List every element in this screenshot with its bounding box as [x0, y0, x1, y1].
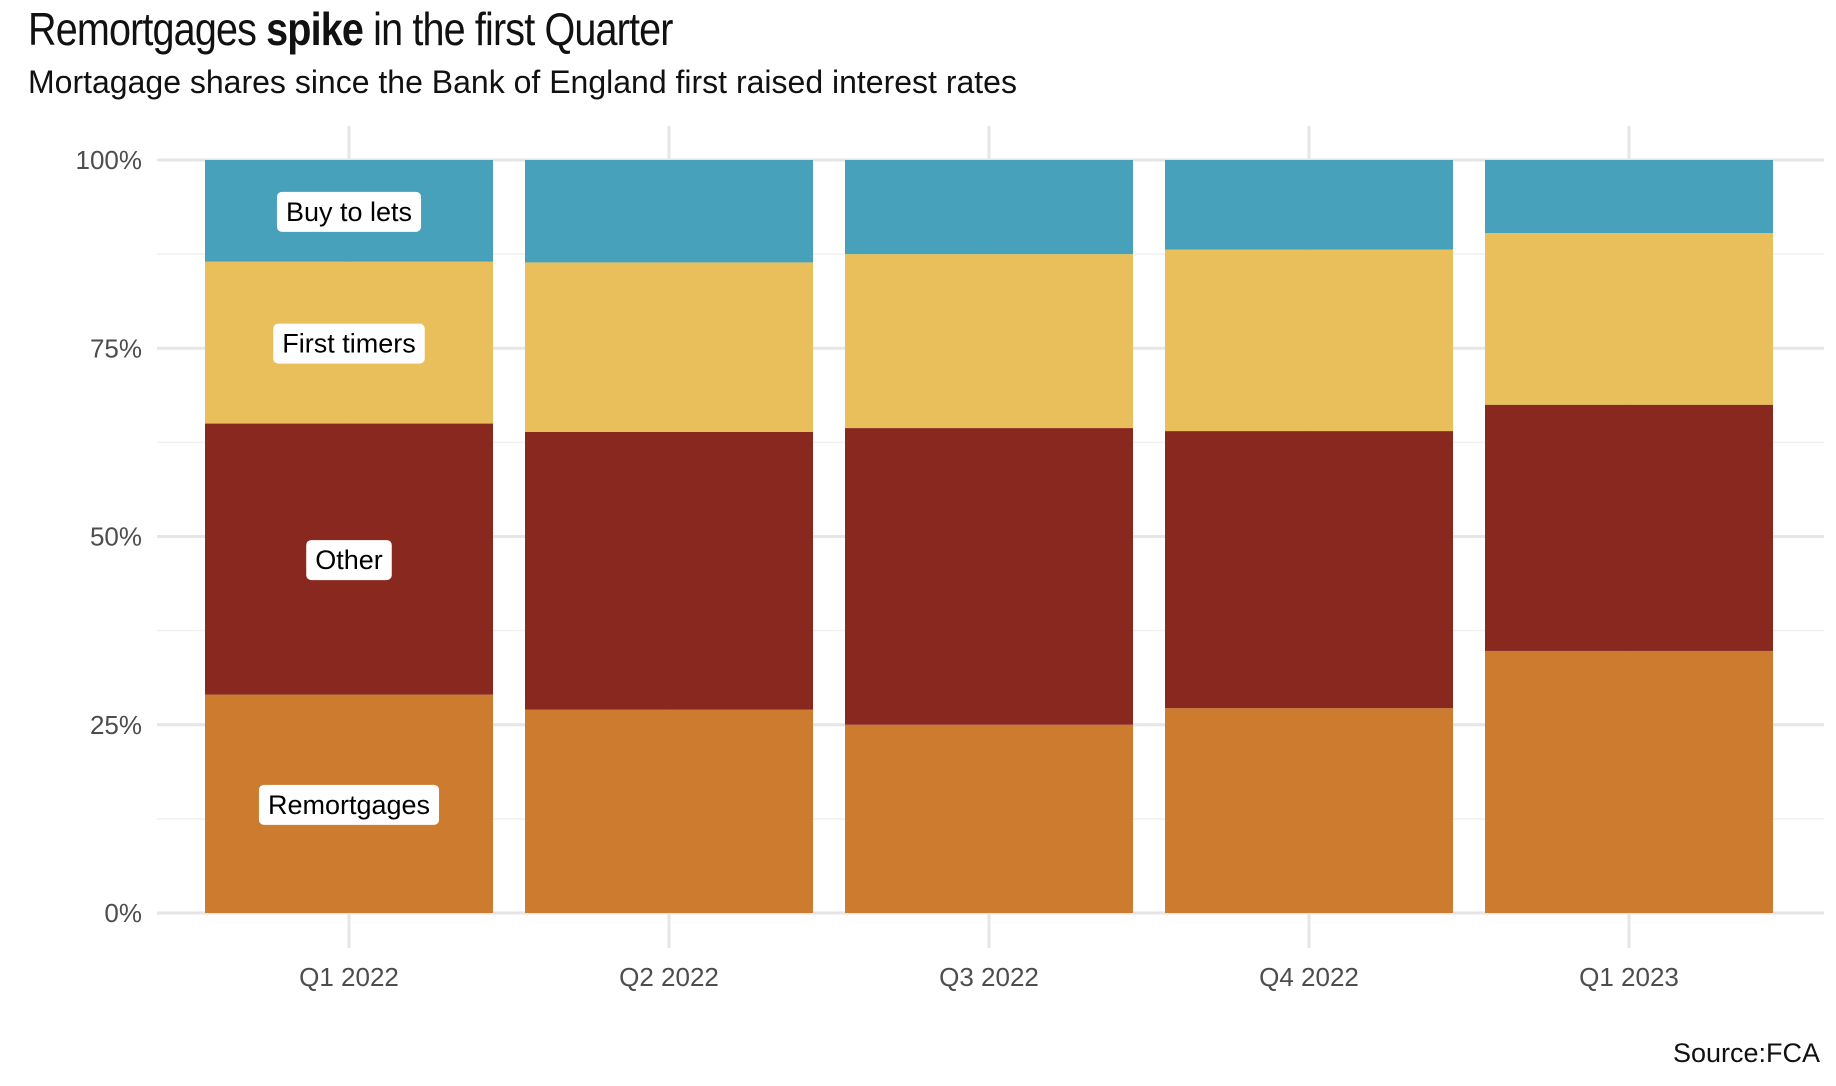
- segment-label-box: [258, 784, 440, 825]
- segment-label: First timers: [282, 329, 415, 359]
- bar-segment: [1165, 708, 1453, 913]
- segment-label: Remortgages: [268, 790, 430, 820]
- bar-segment: [525, 160, 813, 263]
- bar-segment: [525, 709, 813, 913]
- bar-segment: [1485, 160, 1773, 234]
- bar-segment: [1165, 249, 1453, 432]
- x-tick-label: Q2 2022: [619, 962, 719, 992]
- title-part1: Remortgages: [28, 3, 267, 55]
- chart-title: Remortgages spike in the first Quarter: [28, 2, 673, 56]
- segment-labels: Remortgages Other First timers Buy to lets: [258, 191, 440, 825]
- bar-segment: [525, 262, 813, 432]
- bar-segment: [1165, 431, 1453, 709]
- x-tick-label: Q4 2022: [1259, 962, 1359, 992]
- segment-label-box: [276, 191, 422, 232]
- segment-label: Other: [315, 545, 383, 575]
- segment-label: Buy to lets: [286, 197, 412, 227]
- bar-segment: [1485, 233, 1773, 405]
- x-tick-label: Q3 2022: [939, 962, 1039, 992]
- y-tick-label: 50%: [90, 522, 142, 552]
- bar-segment: [1485, 404, 1773, 651]
- y-tick-label: 75%: [90, 333, 142, 363]
- bar-segment: [845, 160, 1133, 255]
- x-tick-label: Q1 2022: [299, 962, 399, 992]
- source-caption: Source:FCA: [1672, 1038, 1820, 1068]
- title-part2: in the first Quarter: [363, 3, 673, 55]
- axis-labels: 0% 25% 50% 75% 100% Q1 2022 Q2 2022 Q3 2022 Q4 2…: [76, 145, 1679, 992]
- bars: [205, 160, 1773, 913]
- y-tick-label: 100%: [76, 145, 143, 175]
- y-tick-label: 0%: [104, 898, 142, 928]
- title-bold: spike: [266, 3, 364, 55]
- bar-segment: [845, 724, 1133, 913]
- bar-segment: [845, 428, 1133, 725]
- bar-segment: [1165, 160, 1453, 250]
- segment-label-box: [273, 323, 425, 364]
- bar-segment: [1485, 650, 1773, 913]
- x-tick-label: Q1 2023: [1579, 962, 1679, 992]
- chart-subtitle: Mortagage shares since the Bank of Engla…: [28, 64, 1017, 100]
- segment-label-box: [306, 540, 392, 581]
- bar-segment: [845, 254, 1133, 429]
- bar-segment: [525, 431, 813, 710]
- y-tick-label: 25%: [90, 710, 142, 740]
